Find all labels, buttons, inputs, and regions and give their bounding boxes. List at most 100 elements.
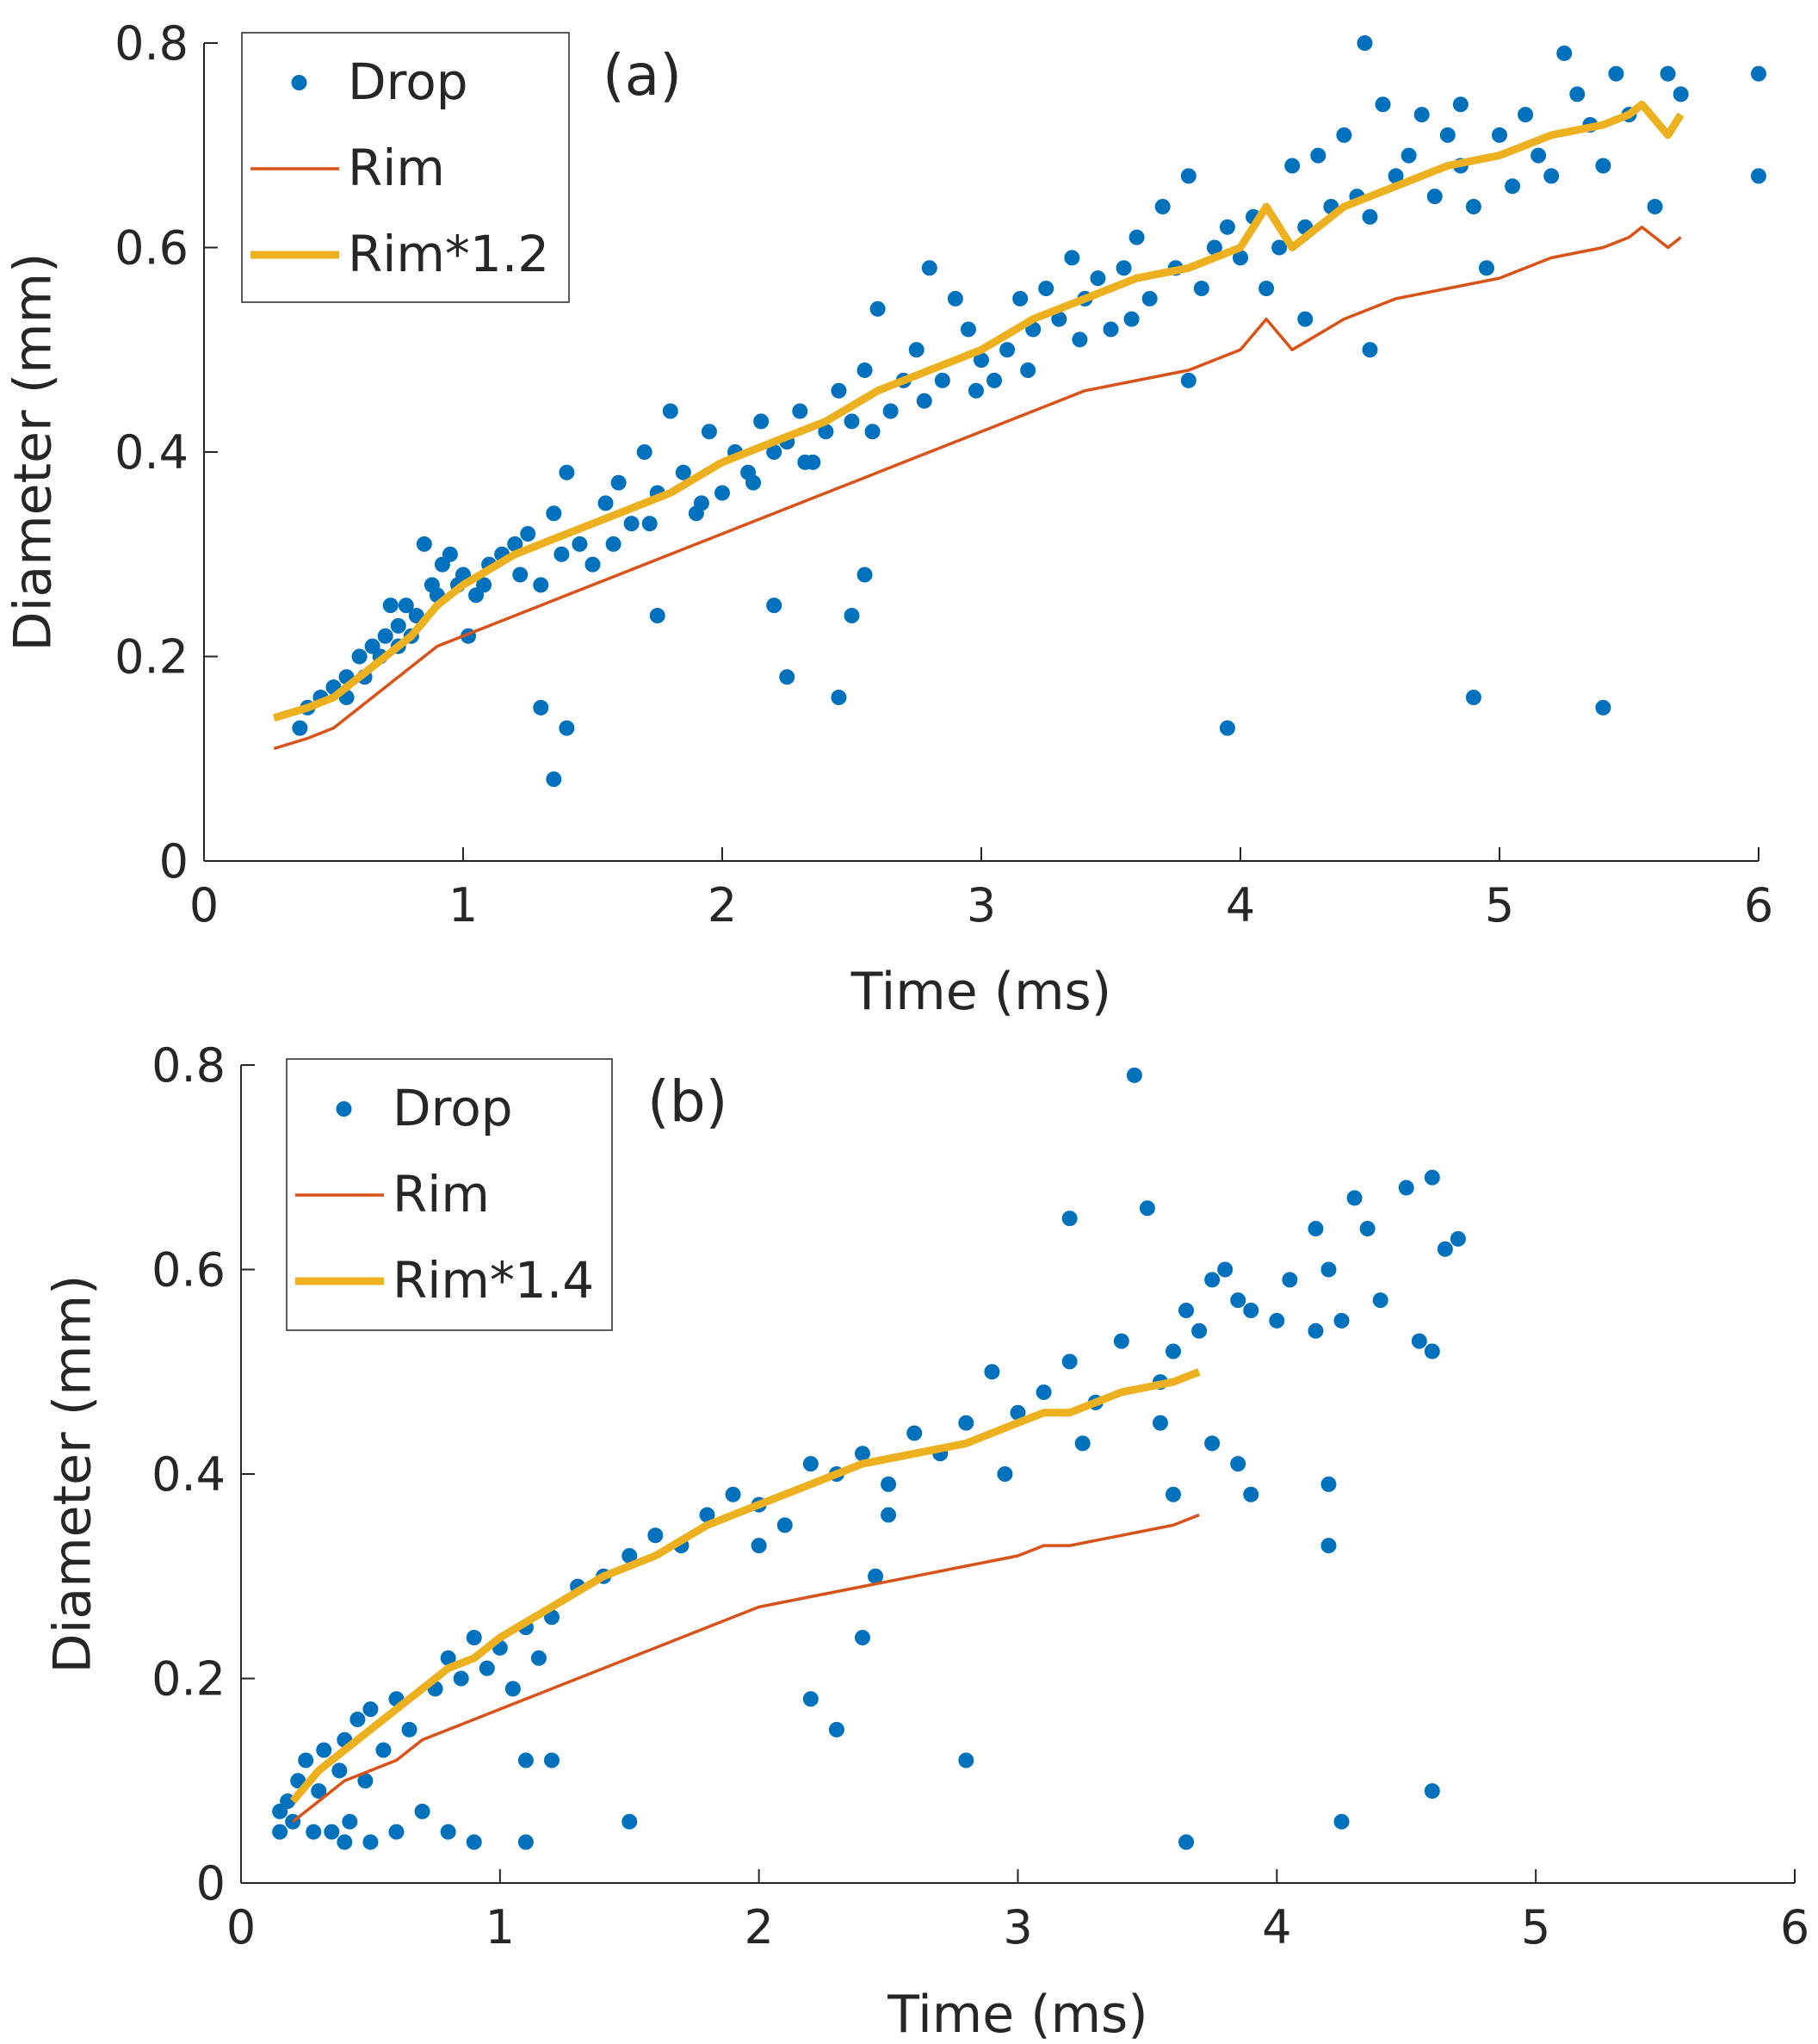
drop-point [818,424,834,440]
drop-point [1673,86,1689,102]
drop-point [1375,96,1391,113]
drop-point [1751,168,1766,184]
drop-point [1336,127,1352,143]
drop-point [1359,1221,1376,1236]
drop-point [802,1456,819,1472]
y-tick-label: 0.4 [152,1447,226,1502]
drop-point [968,382,984,399]
drop-point [1424,1783,1440,1799]
drop-point [390,617,406,634]
drop-point [1530,147,1547,164]
drop-point [440,1650,456,1666]
drop-point [382,598,399,614]
drop-point [1051,311,1067,327]
drop-point [797,454,813,470]
drop-point [1450,1230,1466,1247]
drop-point [337,1834,353,1850]
drop-point [1072,331,1088,348]
drop-point [855,1630,870,1645]
drop-point [1243,1486,1259,1502]
y-tick-label: 0.6 [114,221,189,276]
drop-point [1010,1404,1026,1421]
drop-point [1243,1303,1259,1318]
x-tick-label: 1 [485,1900,515,1954]
drop-point [856,567,873,583]
drop-point [647,1527,664,1544]
x-tick-label: 0 [189,878,219,932]
legend-label: Drop [348,53,468,111]
drop-point [974,352,989,369]
legend-marker-drop [336,1101,352,1117]
drop-point [1154,199,1171,214]
drop-point [844,413,860,430]
drop-point [1333,1813,1350,1830]
drop-point [597,495,614,511]
drop-point [584,556,601,573]
panel-b: 0 1 2 3 4 5 6 0 0.2 0.4 0.6 0.8 Time (ms) Diameter (m… [43,1038,1810,2044]
drop-point [1608,65,1624,82]
drop-point [745,474,762,491]
x-axis-label: Time (ms) [850,962,1111,1022]
drop-point [641,516,658,532]
drop-point [1233,250,1248,266]
drop-point [1595,158,1611,174]
drop-point [699,1507,715,1523]
y-tick-label: 0.8 [152,1038,226,1093]
drop-point [272,1824,288,1840]
drop-point [442,546,458,562]
drop-point [1178,1834,1195,1850]
drop-point [544,1752,560,1768]
drop-point [512,567,529,583]
drop-point [1660,65,1676,82]
drop-point [1074,1435,1091,1452]
drop-point [1178,1303,1195,1318]
legend-label: Rim*1.2 [348,225,549,283]
drop-point [621,1548,638,1564]
drop-point [997,1466,1013,1482]
drop-point [546,505,562,522]
drop-point [507,536,523,552]
drop-point [1439,127,1456,143]
drop-point [1401,147,1417,164]
drop-point [1543,168,1560,184]
drop-point [675,464,691,480]
drop-point [1204,1272,1221,1288]
drop-point [520,526,536,542]
drop-point [1103,321,1119,338]
drop-point [1123,311,1140,327]
y-tick-label: 0.2 [152,1652,226,1706]
drop-point [311,1783,327,1799]
drop-point [453,1670,469,1687]
drop-point [1595,699,1611,715]
drop-point [1193,281,1209,296]
drop-point [351,648,368,665]
series-drop [272,1067,1466,1850]
drop-point [1126,1067,1142,1083]
x-tick-label: 3 [967,878,996,932]
drop-point [693,495,709,511]
drop-point [1230,1292,1246,1309]
drop-point [753,413,770,430]
drop-point [1152,1415,1168,1431]
drop-point [398,598,414,614]
drop-point [1269,1312,1285,1329]
drop-point [1413,107,1430,123]
drop-point [292,720,308,736]
x-tick-label: 6 [1744,878,1773,932]
drop-point [1230,1456,1246,1472]
x-tick-label: 2 [744,1900,773,1954]
drop-point [1090,270,1106,287]
drop-point [572,536,588,552]
drop-point [1362,208,1378,225]
drop-point [1426,189,1443,205]
drop-point [559,464,575,480]
drop-point [1061,1211,1078,1227]
y-tick-label: 0.6 [152,1243,226,1298]
drop-point [401,1721,417,1737]
drop-point [1219,720,1235,736]
drop-point [882,403,899,419]
drop-point [316,1742,332,1758]
drop-point [476,577,492,593]
drop-point [802,1691,819,1707]
drop-point [466,1834,482,1850]
